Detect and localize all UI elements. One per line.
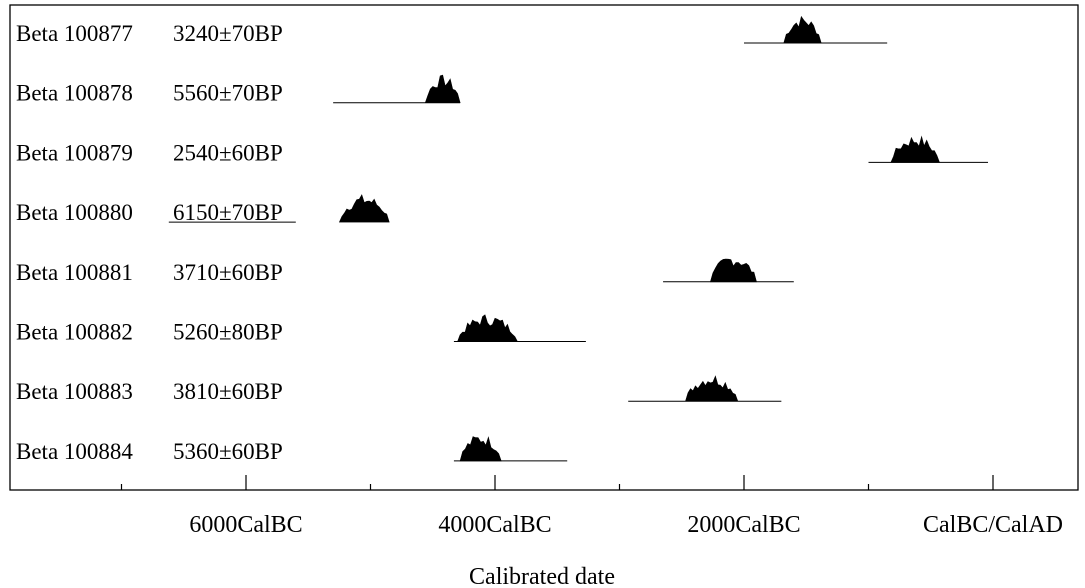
sample-row: Beta 100882 5260±80BP <box>16 314 586 345</box>
plot-frame <box>9 4 1079 491</box>
sample-row: Beta 100879 2540±60BP <box>16 135 989 165</box>
sample-age: 5560±70BP <box>173 81 283 106</box>
sample-row: Beta 100878 5560±70BP <box>16 74 461 106</box>
sample-rows: Beta 100877 3240±70BP Beta 100878 5560±70BP… <box>16 15 989 464</box>
tick-label: 2000CalBC <box>687 512 800 538</box>
sample-row: Beta 100883 3810±60BP <box>16 375 782 404</box>
sample-lab-id: Beta 100877 <box>16 21 133 46</box>
probability-distribution <box>890 135 940 163</box>
sample-row: Beta 100884 5360±60BP <box>16 436 568 464</box>
x-axis-tick-labels: 6000CalBC 4000CalBC 2000CalBC CalBC/CalAD <box>189 512 1063 538</box>
x-axis-ticks <box>120 475 994 490</box>
sample-age: 3240±70BP <box>173 21 283 46</box>
probability-distribution <box>338 194 390 223</box>
sample-row: Beta 100880 6150±70BP <box>16 194 390 225</box>
probability-distribution <box>424 74 461 103</box>
sample-row: Beta 100877 3240±70BP <box>16 15 888 46</box>
sample-age: 6150±70BP <box>173 200 283 225</box>
sample-lab-id: Beta 100878 <box>16 81 133 106</box>
sample-lab-id: Beta 100883 <box>16 379 133 404</box>
tick-label: 4000CalBC <box>438 512 551 538</box>
probability-distribution <box>783 15 822 44</box>
sample-lab-id: Beta 100884 <box>16 439 133 464</box>
probability-distribution <box>710 258 757 283</box>
sample-lab-id: Beta 100881 <box>16 260 133 285</box>
probability-distribution <box>459 436 502 462</box>
sample-lab-id: Beta 100882 <box>16 320 133 345</box>
probability-distribution <box>457 314 518 342</box>
tick-label: CalBC/CalAD <box>923 512 1063 538</box>
sample-lab-id: Beta 100879 <box>16 140 133 165</box>
sample-age: 5260±80BP <box>173 320 283 345</box>
probability-distribution <box>685 375 739 402</box>
sample-age: 5360±60BP <box>173 439 283 464</box>
tick-label: 6000CalBC <box>189 512 302 538</box>
sample-age: 2540±60BP <box>173 140 283 165</box>
sample-age: 3810±60BP <box>173 379 283 404</box>
sample-age: 3710±60BP <box>173 260 283 285</box>
x-axis-label: Calibrated date <box>469 564 615 588</box>
sample-lab-id: Beta 100880 <box>16 200 133 225</box>
sample-row: Beta 100881 3710±60BP <box>16 258 794 285</box>
